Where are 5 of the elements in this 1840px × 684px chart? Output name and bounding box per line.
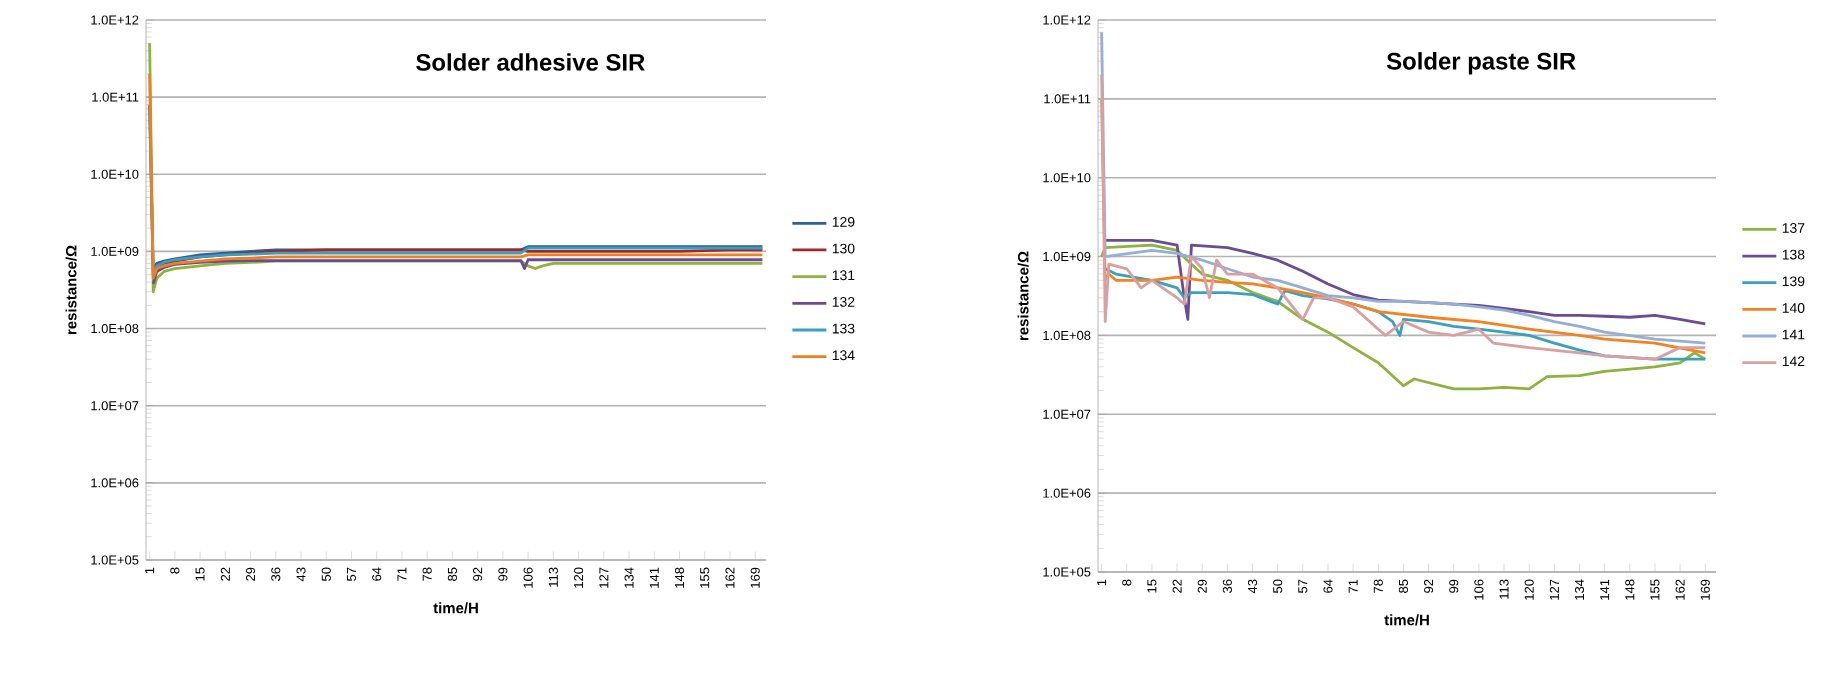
line-series <box>1100 30 1707 345</box>
text: Solder paste SIR <box>1386 52 1576 75</box>
line-series <box>1103 239 1707 326</box>
text: Solder adhesive SIR <box>416 53 645 71</box>
line-series <box>1100 243 1707 391</box>
